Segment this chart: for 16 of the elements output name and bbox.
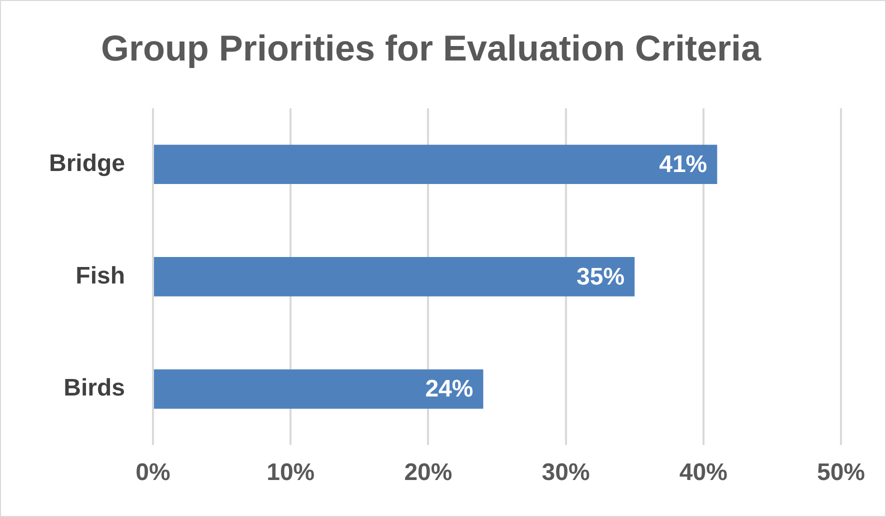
y-tick-label: Fish	[76, 262, 126, 290]
x-tick-label: 50%	[816, 459, 866, 486]
x-tick-label: 20%	[404, 459, 452, 486]
x-tick-label: 30%	[542, 459, 590, 486]
data-label: 24%	[425, 376, 474, 403]
bar	[154, 257, 635, 296]
bar	[154, 369, 484, 409]
y-tick-label: Birds	[64, 374, 126, 402]
data-label: 35%	[576, 263, 625, 290]
x-tick-label: 10%	[266, 459, 315, 486]
bar	[154, 144, 718, 184]
x-tick-label: 40%	[679, 459, 728, 486]
y-tick-label: Bridge	[48, 150, 126, 177]
x-tick-label: 0%	[136, 459, 170, 486]
data-label: 41%	[659, 150, 708, 178]
chart-title: Group Priorities for Evaluation Criteria	[100, 28, 762, 69]
